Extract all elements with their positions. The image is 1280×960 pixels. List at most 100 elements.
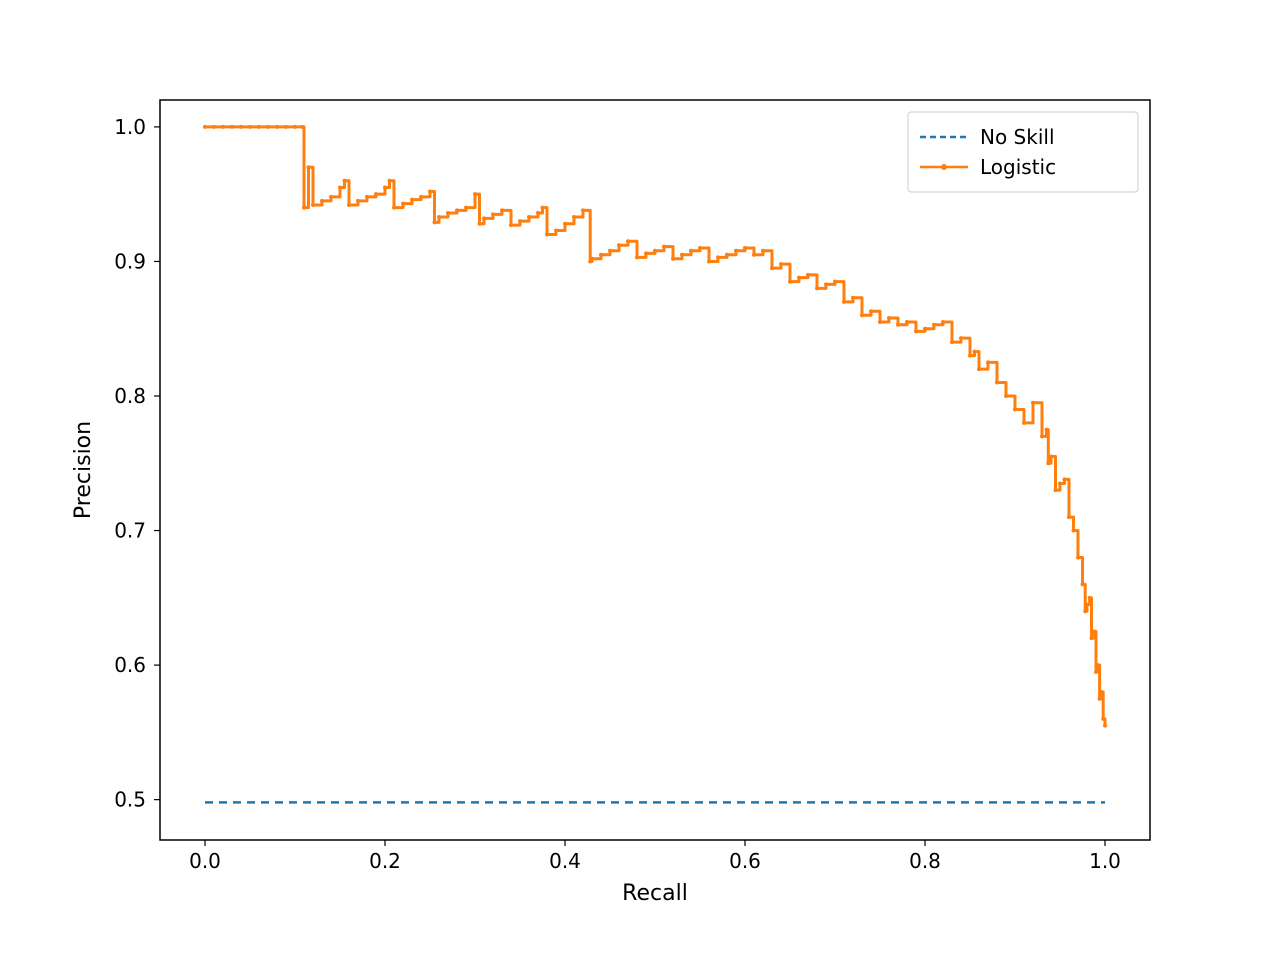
y-tick-label: 0.8 <box>114 384 146 408</box>
y-tick-label: 0.7 <box>114 519 146 543</box>
marker <box>581 208 585 212</box>
marker <box>1090 636 1094 640</box>
marker <box>419 195 423 199</box>
marker <box>761 249 765 253</box>
marker <box>239 125 243 129</box>
marker <box>284 125 288 129</box>
marker <box>941 320 945 324</box>
marker <box>307 165 311 169</box>
marker <box>1046 461 1050 465</box>
marker <box>257 125 261 129</box>
marker <box>788 280 792 284</box>
marker <box>671 257 675 261</box>
marker <box>1076 555 1080 559</box>
marker <box>689 249 693 253</box>
marker <box>446 211 450 215</box>
marker <box>842 300 846 304</box>
x-tick-label: 1.0 <box>1089 849 1121 873</box>
marker <box>545 233 549 237</box>
marker <box>950 340 954 344</box>
marker <box>833 280 837 284</box>
marker <box>986 360 990 364</box>
marker <box>680 253 684 257</box>
marker <box>1085 603 1089 607</box>
marker <box>1045 428 1049 432</box>
marker <box>320 199 324 203</box>
marker <box>1081 582 1085 586</box>
marker <box>221 125 225 129</box>
marker <box>599 253 603 257</box>
x-tick-label: 0.2 <box>369 849 401 873</box>
legend-label: No Skill <box>980 125 1055 149</box>
marker <box>815 286 819 290</box>
marker <box>527 215 531 219</box>
marker <box>1031 401 1035 405</box>
x-tick-label: 0.4 <box>549 849 581 873</box>
x-tick-label: 0.0 <box>189 849 221 873</box>
x-tick-label: 0.6 <box>729 849 761 873</box>
marker <box>608 249 612 253</box>
marker <box>590 257 594 261</box>
legend: No Skill Logistic <box>908 112 1138 192</box>
marker <box>932 323 936 327</box>
marker <box>1072 529 1076 533</box>
marker <box>509 223 513 227</box>
legend-label: Logistic <box>980 155 1056 179</box>
marker <box>626 239 630 243</box>
marker <box>995 381 999 385</box>
marker <box>347 203 351 207</box>
legend-marker <box>941 164 947 170</box>
marker <box>374 192 378 196</box>
marker <box>275 125 279 129</box>
marker <box>1013 407 1017 411</box>
marker <box>824 282 828 286</box>
marker <box>1022 421 1026 425</box>
marker <box>433 220 437 224</box>
y-tick-label: 0.9 <box>114 249 146 273</box>
marker <box>300 125 304 129</box>
marker <box>869 309 873 313</box>
marker <box>707 259 711 263</box>
marker <box>860 313 864 317</box>
marker <box>1083 609 1087 613</box>
marker <box>797 276 801 280</box>
marker <box>338 185 342 189</box>
marker <box>536 211 540 215</box>
marker <box>1049 455 1053 459</box>
marker <box>212 125 216 129</box>
marker <box>491 212 495 216</box>
marker <box>662 245 666 249</box>
y-tick-label: 1.0 <box>114 115 146 139</box>
marker <box>311 203 315 207</box>
marker <box>572 215 576 219</box>
marker <box>905 320 909 324</box>
marker <box>1103 724 1107 728</box>
marker <box>554 229 558 233</box>
marker <box>887 316 891 320</box>
marker <box>743 246 747 250</box>
marker <box>1099 690 1103 694</box>
chart-container: 0.00.20.40.60.81.00.50.60.70.80.91.0Reca… <box>0 0 1280 960</box>
marker <box>563 222 567 226</box>
marker <box>230 125 234 129</box>
marker <box>392 206 396 210</box>
marker <box>1054 488 1058 492</box>
marker <box>1098 697 1102 701</box>
marker <box>428 189 432 193</box>
marker <box>914 329 918 333</box>
marker <box>617 243 621 247</box>
marker <box>455 208 459 212</box>
marker <box>1067 515 1071 519</box>
marker <box>968 354 972 358</box>
marker <box>1101 717 1105 721</box>
marker <box>302 206 306 210</box>
marker <box>464 206 468 210</box>
y-axis-label: Precision <box>71 421 96 519</box>
marker <box>644 251 648 255</box>
marker <box>725 253 729 257</box>
marker <box>356 199 360 203</box>
marker <box>203 125 207 129</box>
marker <box>329 195 333 199</box>
y-tick-label: 0.6 <box>114 653 146 677</box>
marker <box>698 246 702 250</box>
